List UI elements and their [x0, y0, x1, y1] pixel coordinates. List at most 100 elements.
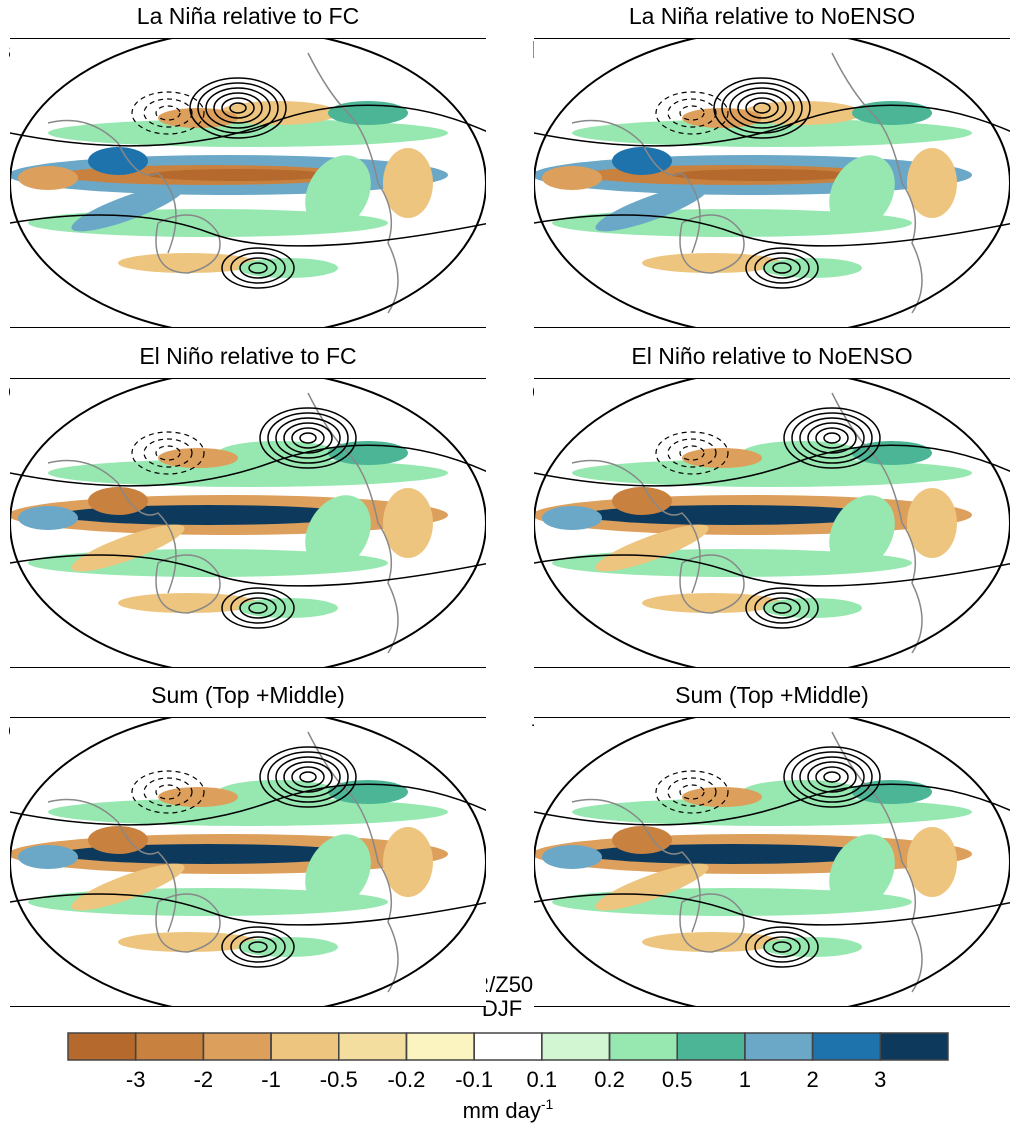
- shading: [612, 147, 672, 175]
- map-inner: [10, 717, 486, 1007]
- shading: [852, 101, 932, 125]
- contour: [745, 247, 819, 289]
- colorbar-box: [608, 1032, 678, 1061]
- colorbar-label: 0.2: [594, 1067, 625, 1092]
- shading: [612, 826, 672, 854]
- shading: [238, 598, 338, 618]
- shading: [118, 593, 258, 613]
- coastline: [571, 798, 701, 933]
- shading: [762, 937, 862, 957]
- contour: [823, 432, 841, 444]
- contour: [534, 783, 1010, 826]
- coastline: [571, 459, 701, 594]
- contour: [10, 444, 486, 487]
- coastline: [47, 798, 177, 933]
- contour: [763, 936, 801, 958]
- shading: [18, 845, 78, 869]
- contour: [283, 761, 333, 793]
- contour: [772, 941, 792, 953]
- shading: [542, 506, 602, 530]
- shading: [642, 253, 782, 273]
- contour: [10, 783, 486, 826]
- shading: [158, 448, 238, 468]
- contour: [679, 105, 705, 121]
- colorbar-label: -0.5: [320, 1067, 358, 1092]
- panel-title: Sum (Top +Middle): [151, 682, 345, 708]
- contour: [791, 412, 873, 464]
- shading: [829, 495, 895, 571]
- contour: [754, 931, 810, 963]
- colorbar-label: -1: [261, 1067, 281, 1092]
- contour: [267, 751, 349, 803]
- contour: [230, 931, 286, 963]
- contour: [791, 751, 873, 803]
- contour: [772, 602, 792, 614]
- contour: [221, 926, 295, 968]
- contour: [754, 252, 810, 284]
- contour: [737, 92, 787, 124]
- contour: [655, 91, 729, 135]
- contour: [655, 770, 729, 814]
- shading: [612, 487, 672, 515]
- contour: [10, 554, 486, 587]
- shading: [595, 524, 709, 572]
- contour: [230, 592, 286, 624]
- contour: [248, 602, 268, 614]
- colorbar-box: [541, 1032, 611, 1061]
- colorbar-box: [67, 1032, 137, 1061]
- contour: [783, 407, 881, 469]
- shading: [305, 834, 371, 910]
- coastline: [155, 893, 221, 953]
- shading: [762, 598, 862, 618]
- shading: [148, 848, 328, 860]
- contour: [679, 445, 705, 461]
- contour: [679, 784, 705, 800]
- contour: [667, 438, 717, 468]
- shading: [829, 155, 895, 231]
- shading: [762, 258, 862, 278]
- map: [534, 717, 1010, 1007]
- contour: [275, 417, 341, 459]
- shading: [907, 148, 957, 218]
- contour: [745, 926, 819, 968]
- shading: [88, 147, 148, 175]
- shading: [642, 593, 782, 613]
- map-inner: [534, 378, 1010, 668]
- shading: [148, 169, 328, 181]
- contour: [213, 92, 263, 124]
- contour: [667, 98, 717, 128]
- shading: [742, 441, 862, 465]
- map: [10, 717, 486, 1007]
- panel-title: La Niña relative to FC: [137, 3, 359, 29]
- shading: [852, 441, 932, 465]
- colorbar-label: -0.2: [388, 1067, 426, 1092]
- coastline: [307, 392, 399, 654]
- contour: [763, 257, 801, 279]
- map-inner: [10, 378, 486, 668]
- colorbar-box: [134, 1032, 205, 1061]
- shading: [218, 441, 338, 465]
- colorbar-label: 0.1: [527, 1067, 558, 1092]
- panel-title: El Niño relative to FC: [139, 343, 356, 369]
- colorbar-box: [744, 1032, 814, 1061]
- shading: [742, 780, 862, 804]
- contour: [815, 427, 849, 449]
- shading: [572, 459, 972, 487]
- colorbar-box: [473, 1032, 543, 1061]
- map-inner: [534, 38, 1010, 328]
- colorbar-box: [811, 1032, 882, 1061]
- contour: [823, 771, 841, 783]
- shading: [18, 506, 78, 530]
- contour: [799, 417, 865, 459]
- shading: [71, 524, 185, 572]
- contour: [229, 102, 247, 114]
- shading: [158, 787, 238, 807]
- contour: [248, 941, 268, 953]
- shading: [88, 826, 148, 854]
- shading: [71, 863, 185, 911]
- contour: [763, 597, 801, 619]
- contour: [299, 771, 317, 783]
- contour: [155, 784, 181, 800]
- contour: [259, 407, 357, 469]
